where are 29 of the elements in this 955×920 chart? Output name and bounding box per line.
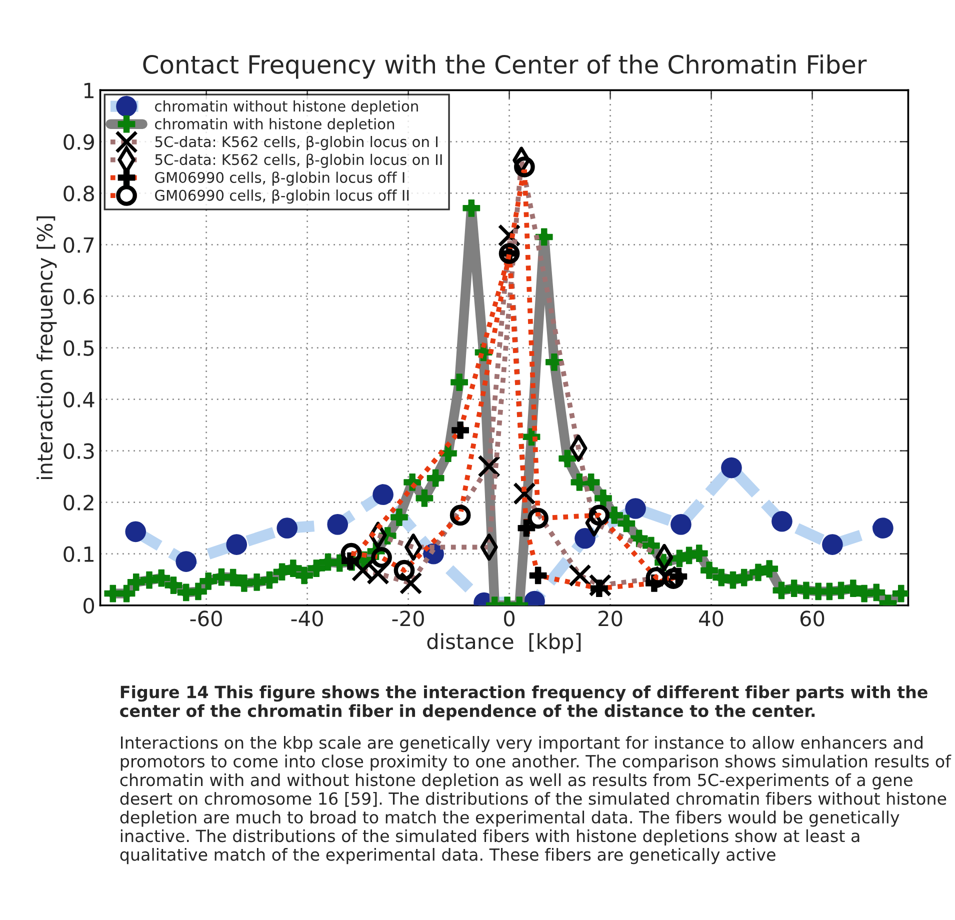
legend-label: 5C-data: K562 cells, β-globin locus on II [155,154,442,168]
x-tick-label: -60 [190,610,222,626]
y-tick-label: 0.4 [64,392,94,408]
y-tick-label: 0.5 [64,340,94,356]
x-tick-label: 40 [699,610,724,626]
x-tick-label: 20 [598,610,622,626]
y-axis-title: interaction frequency [%] [36,216,57,480]
caption: Figure 14 This figure shows the interaction frequency of different fiber parts with the center of the chromatin fiber in dependence of the distance to the center. [120,685,928,720]
y-tick-label: 0 [84,598,94,614]
chart-title: Contact Frequency with the Center of the Chromatin Fiber [143,54,867,79]
legend-label: 5C-data: K562 cells, β-globin locus on I [155,136,438,150]
x-tick-label: -20 [392,610,424,626]
text: Interactions on the kbp scale are genetically very important for instance to allow enhancers and promotors to come into close proximity to one another. The comparison shows simulation results of chromatin with and without histone depletion as well as results from 5C-experiments of a gene desert on chromosome 16 [59]. The distributions of the simulated chromatin fibers without histone depletion are much to broad to match the experimental data. The fibers would be genetically inactive. The distributions of the simulated fibers with histone depletions show at least a qualitative match of the experimental data. These fibers are genetically active [120,736,952,864]
legend-label: GM06990 cells, β-globin locus off I [155,172,404,186]
x-tick-label: -40 [291,610,323,626]
y-tick-label: 0.3 [64,443,94,460]
y-tick-label: 0.1 [64,546,94,562]
y-tick-label: 0.6 [64,288,94,304]
legend-label: chromatin without histone depletion [155,100,418,114]
x-tick-label: 0 [504,610,515,626]
y-tick-label: 1 [84,82,94,98]
y-tick-label: 0.2 [64,494,94,511]
legend-label: GM06990 cells, β-globin locus off II [155,189,409,204]
y-tick-label: 0.7 [64,237,94,253]
x-axis-title: distance [kbp] [427,633,581,654]
legend-label: chromatin with histone depletion [155,118,394,132]
y-tick-label: 0.9 [64,134,94,150]
x-tick-label: 60 [800,610,824,626]
y-tick-label: 0.8 [64,186,94,202]
